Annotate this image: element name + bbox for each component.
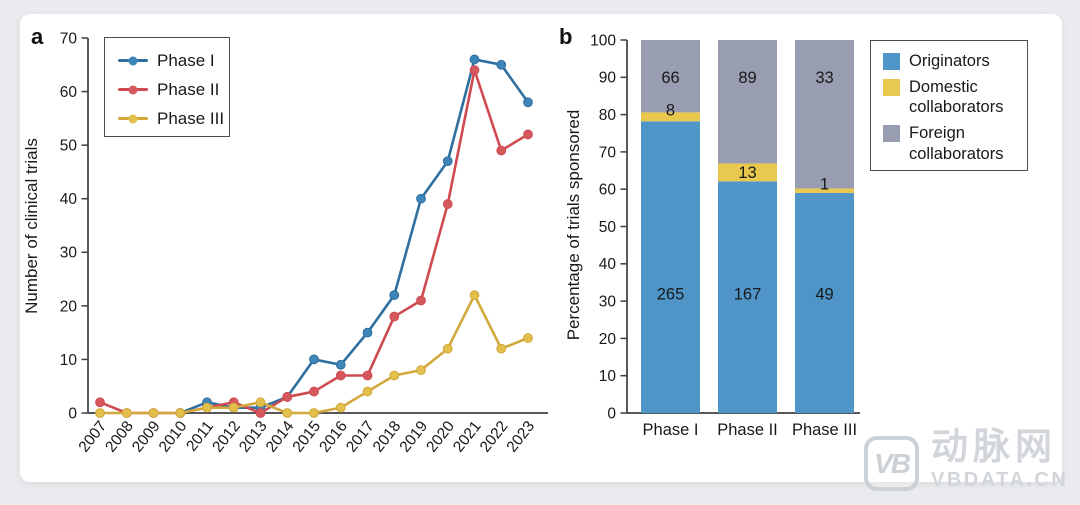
svg-text:49: 49	[815, 285, 833, 303]
legend-item-phase-1: Phase I	[118, 46, 229, 75]
watermark-domain-text: VBDATA.CN	[931, 468, 1069, 491]
watermark-text: 动脉网 VBDATA.CN	[931, 426, 1069, 492]
svg-text:66: 66	[661, 69, 679, 87]
legend-label: Domestic collaborators	[909, 77, 1004, 117]
vbdata-watermark: VB 动脉网 VBDATA.CN	[864, 426, 1069, 492]
svg-text:Phase II: Phase II	[717, 421, 778, 439]
phase-1-marker-icon	[128, 56, 138, 65]
svg-text:40: 40	[60, 191, 78, 208]
foreign-collaborators-swatch	[883, 124, 900, 142]
legend-item-phase-3: Phase III	[118, 104, 229, 133]
legend-label: Phase I	[157, 50, 215, 70]
legend-label: Phase II	[157, 79, 220, 99]
svg-text:100: 100	[590, 32, 616, 49]
svg-text:50: 50	[60, 138, 78, 155]
svg-text:60: 60	[599, 182, 617, 199]
svg-text:90: 90	[599, 70, 617, 87]
svg-text:10: 10	[60, 352, 78, 369]
svg-text:40: 40	[599, 256, 617, 273]
panel-a-y-axis-title: Number of clinical trials	[22, 138, 41, 314]
svg-text:20: 20	[599, 331, 617, 348]
svg-text:50: 50	[599, 219, 617, 236]
svg-text:89: 89	[738, 69, 756, 87]
svg-text:2017: 2017	[343, 418, 378, 456]
svg-text:0: 0	[607, 405, 616, 422]
svg-text:13: 13	[738, 164, 756, 182]
svg-text:2020: 2020	[423, 418, 458, 456]
svg-text:2018: 2018	[370, 418, 405, 456]
svg-text:2008: 2008	[102, 418, 137, 456]
svg-text:2014: 2014	[263, 418, 298, 456]
svg-text:2013: 2013	[236, 418, 271, 456]
svg-text:Phase I: Phase I	[643, 421, 699, 439]
domestic-collaborators-swatch	[883, 78, 900, 96]
phase-1-line-swatch	[118, 56, 148, 65]
panel-b-label: b	[559, 24, 573, 49]
panel-b-y-axis-title: Percentage of trials sponsored	[564, 109, 583, 341]
svg-text:70: 70	[60, 30, 78, 47]
svg-text:2016: 2016	[316, 418, 351, 456]
panel-a-legend: Phase I Phase II Phase III	[104, 37, 230, 137]
svg-text:30: 30	[60, 245, 78, 262]
svg-text:2009: 2009	[129, 418, 164, 456]
svg-text:2023: 2023	[504, 418, 539, 456]
svg-text:2007: 2007	[76, 418, 111, 456]
svg-text:2019: 2019	[397, 418, 432, 456]
svg-text:Phase III: Phase III	[792, 421, 857, 439]
svg-text:265: 265	[657, 285, 685, 303]
legend-item-originators: Originators	[883, 51, 1019, 72]
svg-text:2012: 2012	[209, 418, 244, 456]
svg-text:2015: 2015	[290, 418, 325, 456]
svg-text:0: 0	[68, 405, 77, 422]
legend-label: Foreign collaborators	[909, 123, 1004, 163]
svg-text:70: 70	[599, 144, 617, 161]
svg-text:30: 30	[599, 294, 617, 311]
originators-swatch	[883, 53, 900, 70]
svg-text:167: 167	[734, 285, 762, 303]
svg-text:10: 10	[599, 368, 617, 385]
svg-text:20: 20	[60, 298, 78, 315]
watermark-brand-text: 动脉网	[931, 426, 1057, 467]
panel-b-legend: Originators Domestic collaborators Forei…	[870, 40, 1028, 171]
legend-item-phase-2: Phase II	[118, 75, 229, 104]
svg-text:2021: 2021	[450, 418, 485, 456]
phase-3-line-swatch	[118, 114, 148, 123]
panel-a-label: a	[31, 24, 44, 49]
svg-text:2010: 2010	[156, 418, 191, 456]
vb-logo-icon: VB	[864, 436, 919, 491]
svg-text:80: 80	[599, 107, 617, 124]
legend-item-domestic-collaborators: Domestic collaborators	[883, 77, 1019, 118]
svg-text:60: 60	[60, 84, 78, 101]
legend-label: Phase III	[157, 108, 225, 128]
svg-text:2011: 2011	[183, 418, 217, 455]
phase-2-line-swatch	[118, 85, 148, 94]
phase-2-marker-icon	[128, 85, 138, 94]
svg-text:33: 33	[815, 69, 833, 87]
legend-item-foreign-collaborators: Foreign collaborators	[883, 123, 1019, 164]
svg-text:8: 8	[666, 102, 675, 120]
svg-text:2022: 2022	[477, 418, 512, 456]
phase-3-marker-icon	[128, 114, 138, 123]
svg-text:1: 1	[820, 175, 829, 193]
legend-label: Originators	[909, 52, 990, 70]
